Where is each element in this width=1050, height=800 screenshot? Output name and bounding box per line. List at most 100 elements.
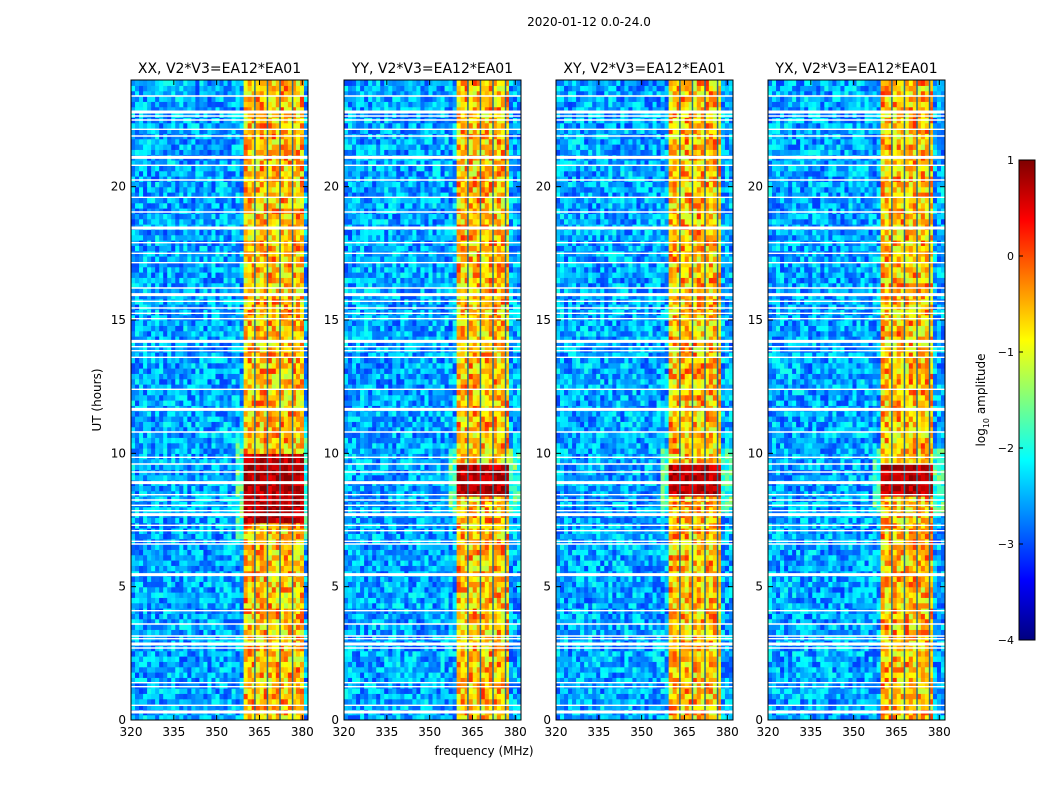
heatmap-cell	[155, 602, 160, 609]
heatmap-cell	[199, 197, 205, 204]
heatmap-cell	[143, 581, 148, 588]
heatmap-cell	[199, 202, 205, 209]
heatmap-cell	[259, 474, 265, 481]
heatmap-cell	[303, 656, 308, 662]
heatmap-cell	[163, 421, 168, 428]
heatmap-cell	[263, 288, 269, 294]
heatmap-cell	[231, 549, 237, 556]
heatmap-cell	[279, 192, 285, 198]
heatmap-cell	[291, 506, 297, 513]
heatmap-cell	[275, 485, 281, 492]
heatmap-cell	[131, 314, 136, 321]
heatmap-cell	[163, 245, 168, 252]
heatmap-cell	[183, 672, 188, 678]
heatmap-cell	[223, 581, 229, 588]
heatmap-cell	[151, 325, 156, 332]
heatmap-cell	[303, 218, 308, 225]
heatmap-cell	[199, 384, 205, 390]
heatmap-cell	[215, 586, 221, 593]
heatmap-cell	[295, 144, 301, 150]
heatmap-cell	[283, 426, 289, 433]
heatmap-cell	[139, 400, 144, 406]
heatmap-cell	[299, 496, 305, 502]
heatmap-cell	[239, 186, 245, 193]
heatmap-cell	[283, 581, 289, 588]
heatmap-cell	[155, 496, 160, 502]
heatmap-cell	[171, 362, 176, 369]
heatmap-cell	[291, 634, 297, 641]
heatmap-cell	[215, 544, 221, 550]
heatmap-cell	[199, 688, 205, 694]
heatmap-cell	[135, 234, 140, 241]
heatmap-cell	[215, 149, 221, 156]
heatmap-cell	[155, 325, 160, 332]
heatmap-cell	[239, 656, 245, 662]
heatmap-cell	[259, 714, 265, 720]
heatmap-cell	[143, 314, 148, 321]
heatmap-cell	[227, 650, 233, 657]
heatmap-cell	[263, 293, 269, 300]
heatmap-cell	[267, 330, 273, 337]
heatmap-cell	[247, 277, 253, 284]
heatmap-cell	[151, 592, 156, 598]
heatmap-cell	[267, 309, 273, 316]
heatmap-cell	[195, 341, 200, 348]
heatmap-cell	[203, 453, 209, 460]
heatmap-cell	[275, 192, 281, 198]
heatmap-cell	[199, 282, 205, 289]
heatmap-cell	[271, 378, 277, 385]
heatmap-cell	[147, 368, 152, 374]
heatmap-cell	[179, 442, 184, 449]
heatmap-cell	[175, 597, 180, 604]
heatmap-cell	[191, 122, 196, 129]
heatmap-cell	[155, 416, 160, 422]
heatmap-cell	[151, 181, 156, 188]
heatmap-cell	[203, 693, 209, 700]
heatmap-cell	[215, 362, 221, 369]
heatmap-cell	[247, 357, 253, 364]
heatmap-cell	[203, 485, 209, 492]
heatmap-cell	[159, 586, 164, 593]
heatmap-cell	[135, 426, 140, 433]
heatmap-cell	[259, 421, 265, 428]
heatmap-cell	[271, 341, 277, 348]
heatmap-cell	[219, 533, 225, 540]
heatmap-cell	[135, 586, 140, 593]
heatmap-cell	[287, 437, 293, 444]
heatmap-cell	[195, 682, 200, 689]
heatmap-cell	[287, 213, 293, 220]
heatmap-cell	[183, 122, 188, 129]
heatmap-cell	[243, 320, 249, 326]
heatmap-cell	[155, 506, 160, 513]
heatmap-cell	[223, 309, 229, 316]
heatmap-cell	[179, 688, 184, 694]
heatmap-cell	[263, 474, 269, 481]
heatmap-cell	[295, 682, 301, 689]
heatmap-cell	[267, 554, 273, 561]
heatmap-cell	[255, 378, 261, 385]
heatmap-cell	[219, 629, 225, 636]
heatmap-cell	[287, 624, 293, 630]
heatmap-cell	[187, 160, 192, 166]
heatmap-cell	[263, 149, 269, 156]
heatmap-cell	[183, 448, 188, 454]
heatmap-cell	[283, 618, 289, 625]
heatmap-cell	[259, 378, 265, 385]
heatmap-cell	[259, 698, 265, 705]
heatmap-cell	[275, 357, 281, 364]
heatmap-cell	[267, 229, 273, 236]
heatmap-cell	[171, 357, 176, 364]
heatmap-cell	[283, 464, 289, 470]
heatmap-cell	[263, 501, 269, 508]
heatmap-cell	[227, 314, 233, 321]
heatmap-cell	[183, 410, 188, 417]
heatmap-cell	[227, 453, 233, 460]
heatmap-cell	[219, 565, 225, 572]
heatmap-cell	[271, 485, 277, 492]
heatmap-cell	[159, 437, 164, 444]
heatmap-cell	[187, 170, 192, 177]
heatmap-cell	[191, 293, 196, 300]
heatmap-cell	[171, 629, 176, 636]
heatmap-cell	[175, 400, 180, 406]
heatmap-cell	[187, 218, 192, 225]
